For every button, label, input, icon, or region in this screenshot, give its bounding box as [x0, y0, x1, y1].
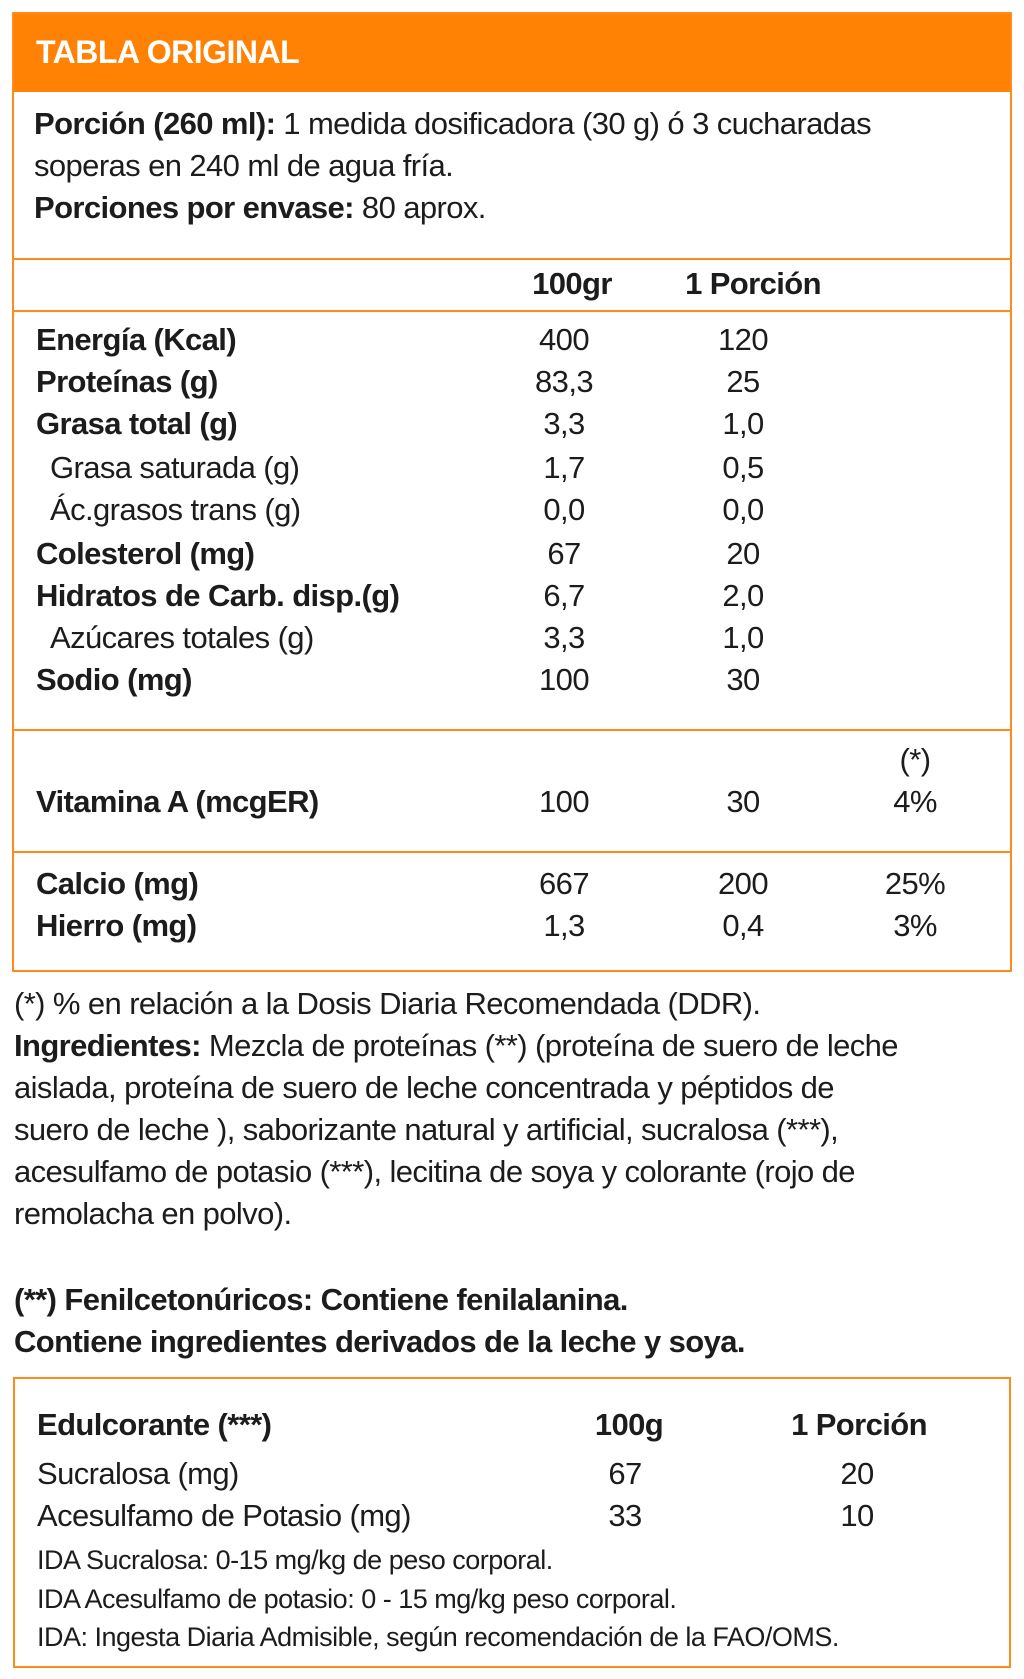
row-value-portion: 1,0	[722, 406, 764, 441]
row-value-portion: 20	[726, 536, 760, 571]
ingredients-line: suero de leche ), saborizante natural y …	[14, 1112, 839, 1147]
column-header-portion: 1 Porción	[685, 266, 821, 301]
row-value-portion: 120	[718, 322, 769, 357]
sweetener-row-label: Acesulfamo de Potasio (mg)	[37, 1498, 411, 1533]
row-value-ddr: 3%	[893, 908, 937, 943]
row-value-portion: 25	[726, 364, 760, 399]
row-label-grasa-saturada: Grasa saturada (g)	[50, 450, 300, 485]
ingredients-line: Ingredientes: Mezcla de proteínas (**) (…	[14, 1028, 899, 1064]
ida-note: IDA Acesulfamo de potasio: 0 - 15 mg/kg …	[37, 1584, 677, 1614]
row-value-100: 83,3	[535, 364, 594, 399]
sweetener-table: Edulcorante (***) 100g 1 Porción Sucralo…	[13, 1377, 1011, 1668]
divider	[14, 310, 1010, 312]
row-value-portion: 0,5	[722, 450, 764, 485]
row-value-100: 1,3	[543, 908, 585, 943]
ingredients-label: Ingredientes:	[14, 1028, 201, 1063]
row-label-proteinas: Proteínas (g)	[36, 364, 218, 399]
portion-line: Porción (260 ml): 1 medida dosificadora …	[34, 106, 872, 142]
sweetener-row-100: 33	[608, 1498, 642, 1533]
row-value-100: 6,7	[543, 578, 585, 613]
row-label-azucares: Azúcares totales (g)	[50, 620, 314, 655]
row-value-100: 667	[539, 866, 590, 901]
sweetener-col-portion: 1 Porción	[791, 1407, 927, 1442]
nutrition-facts-table: TABLA ORIGINAL Porción (260 ml): 1 medid…	[12, 12, 1012, 972]
row-label-acidos-trans: Ác.grasos trans (g)	[50, 492, 301, 527]
row-label-hierro: Hierro (mg)	[36, 908, 197, 943]
column-header-100gr: 100gr	[532, 266, 612, 301]
portion-line-2: soperas en 240 ml de agua fría.	[34, 148, 454, 183]
row-label-colesterol: Colesterol (mg)	[36, 536, 255, 571]
servings-value: 80 aprox.	[353, 190, 486, 225]
row-value-portion: 0,0	[722, 492, 764, 527]
row-label-hidratos: Hidratos de Carb. disp.(g)	[36, 578, 400, 613]
sweetener-row-100: 67	[608, 1456, 642, 1491]
ingredients-line: acesulfamo de potasio (***), lecitina de…	[14, 1154, 856, 1189]
portion-label: Porción (260 ml):	[34, 106, 276, 141]
ida-note: IDA Sucralosa: 0-15 mg/kg de peso corpor…	[37, 1545, 553, 1575]
ingredients-line: remolacha en polvo).	[14, 1196, 292, 1231]
row-value-portion: 30	[726, 662, 760, 697]
row-value-100: 3,3	[543, 620, 585, 655]
divider	[14, 729, 1010, 731]
ddr-footnote: (*) % en relación a la Dosis Diaria Reco…	[14, 986, 761, 1021]
row-value-100: 3,3	[543, 406, 585, 441]
row-value-100: 400	[539, 322, 590, 357]
row-value-ddr: 4%	[893, 784, 937, 819]
sweetener-header-label: Edulcorante (***)	[37, 1407, 272, 1442]
allergen-warning: Contiene ingredientes derivados de la le…	[14, 1324, 745, 1359]
divider	[14, 258, 1010, 260]
row-label-sodio: Sodio (mg)	[36, 662, 192, 697]
table-title: TABLA ORIGINAL	[36, 34, 300, 70]
row-value-100: 100	[539, 662, 590, 697]
divider	[14, 851, 1010, 853]
sweetener-col-100g: 100g	[594, 1407, 664, 1442]
sweetener-row-label: Sucralosa (mg)	[37, 1456, 239, 1491]
row-value-portion: 0,4	[722, 908, 764, 943]
row-value-100: 67	[547, 536, 581, 571]
row-value-ddr: 25%	[884, 866, 946, 901]
servings-per-container: Porciones por envase: 80 aprox.	[34, 190, 486, 226]
row-value-100: 0,0	[543, 492, 585, 527]
row-value-100: 100	[539, 784, 590, 819]
servings-label: Porciones por envase:	[34, 190, 355, 225]
ingredients-text: Mezcla de proteínas (**) (proteína de su…	[200, 1028, 899, 1063]
row-label-grasa-total: Grasa total (g)	[36, 406, 238, 441]
row-label-energia: Energía (Kcal)	[36, 322, 237, 357]
phenylketonuric-warning: (**) Fenilcetonúricos: Contiene fenilala…	[14, 1282, 628, 1317]
sweetener-row-portion: 20	[840, 1456, 874, 1491]
row-value-portion: 30	[726, 784, 760, 819]
row-label-calcio: Calcio (mg)	[36, 866, 199, 901]
row-value-portion: 1,0	[722, 620, 764, 655]
ida-note: IDA: Ingesta Diaria Admisible, según rec…	[37, 1622, 839, 1652]
table-header-bar: TABLA ORIGINAL	[14, 14, 1010, 92]
row-value-portion: 200	[718, 866, 769, 901]
row-value-portion: 2,0	[722, 578, 764, 613]
ingredients-line: aislada, proteína de suero de leche conc…	[14, 1070, 835, 1105]
row-value-100: 1,7	[543, 450, 585, 485]
ddr-marker: (*)	[899, 742, 932, 777]
row-label-vitamina-a: Vitamina A (mcgER)	[36, 784, 319, 819]
sweetener-row-portion: 10	[840, 1498, 874, 1533]
portion-text: 1 medida dosificadora (30 g) ó 3 cuchara…	[275, 106, 871, 141]
